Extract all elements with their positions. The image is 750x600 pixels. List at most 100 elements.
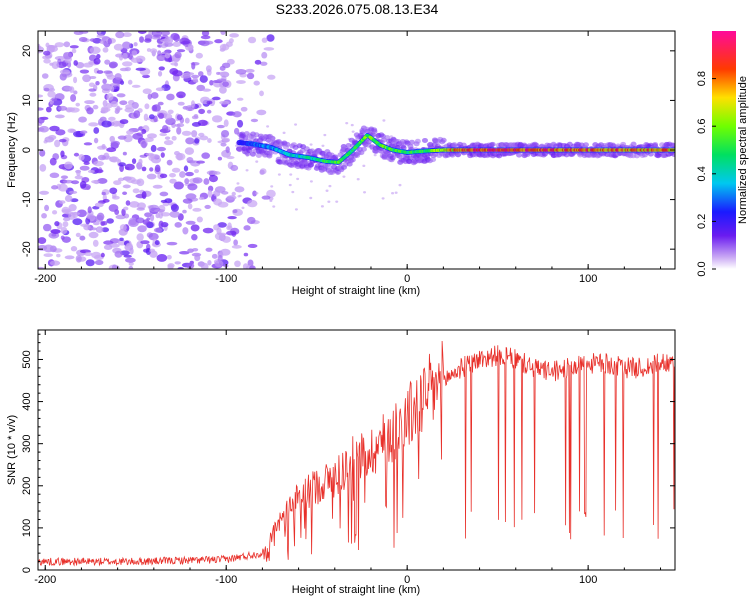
noise-speckle bbox=[226, 230, 237, 236]
noise-speckle bbox=[144, 103, 150, 110]
noise-speckle bbox=[180, 73, 191, 79]
noise-speckle bbox=[166, 254, 172, 260]
noise-speckle bbox=[128, 265, 134, 269]
noise-speckle bbox=[95, 80, 100, 86]
noise-speckle bbox=[60, 175, 69, 180]
noise-speckle bbox=[73, 90, 78, 95]
noise-speckle bbox=[78, 37, 88, 42]
noise-speckle bbox=[204, 204, 211, 209]
noise-speckle bbox=[125, 176, 136, 183]
noise-speckle bbox=[207, 260, 212, 266]
noise-speckle bbox=[288, 183, 292, 187]
noise-speckle bbox=[232, 209, 238, 214]
ridge-halo bbox=[239, 131, 246, 137]
ridge-halo bbox=[455, 152, 462, 158]
x-tick-label: -200 bbox=[34, 574, 56, 586]
x-tick-label: -200 bbox=[34, 273, 56, 285]
x-tick-label: 100 bbox=[579, 574, 597, 586]
noise-speckle bbox=[135, 55, 146, 63]
colorbar-label: Normalized spectral amplitude bbox=[737, 76, 749, 224]
noise-speckle bbox=[209, 79, 214, 86]
noise-speckle bbox=[201, 31, 210, 37]
noise-speckle bbox=[104, 59, 111, 65]
noise-speckle bbox=[163, 139, 174, 146]
noise-speckle bbox=[122, 184, 131, 189]
noise-speckle bbox=[89, 75, 97, 80]
noise-speckle bbox=[117, 177, 125, 182]
noise-speckle bbox=[266, 34, 275, 42]
ridge-halo bbox=[267, 150, 274, 156]
figure-title: S233.2026.075.08.13.E34 bbox=[276, 1, 439, 17]
noise-speckle bbox=[171, 70, 183, 77]
snr-series bbox=[38, 340, 675, 567]
noise-speckle bbox=[75, 62, 85, 69]
snr-x-axis-label: Height of straight line (km) bbox=[292, 584, 420, 596]
noise-speckle bbox=[220, 129, 230, 138]
noise-speckle bbox=[170, 62, 178, 66]
noise-speckle bbox=[118, 228, 128, 236]
noise-speckle bbox=[96, 212, 105, 221]
noise-speckle bbox=[184, 147, 195, 155]
noise-speckle bbox=[230, 164, 239, 172]
noise-speckle bbox=[38, 107, 44, 111]
noise-speckle bbox=[227, 222, 232, 229]
noise-speckle bbox=[158, 211, 164, 219]
noise-speckle bbox=[169, 178, 177, 184]
noise-speckle bbox=[200, 35, 211, 40]
spectrogram-x-ticks: -200 -100 0 100 bbox=[34, 31, 662, 285]
ridge-halo bbox=[440, 137, 447, 143]
noise-speckle bbox=[269, 199, 273, 203]
colorbar-tick-label: 0.6 bbox=[696, 119, 708, 134]
noise-speckle bbox=[222, 137, 230, 143]
noise-speckle bbox=[82, 74, 92, 83]
noise-speckle bbox=[255, 160, 259, 163]
noise-speckle bbox=[106, 74, 116, 80]
noise-speckle bbox=[39, 164, 47, 172]
noise-speckle bbox=[131, 84, 141, 88]
noise-speckle bbox=[93, 127, 100, 134]
colorbar-tick-label: 0.2 bbox=[696, 214, 708, 229]
noise-speckle bbox=[174, 51, 182, 59]
noise-speckle bbox=[127, 79, 133, 85]
noise-speckle bbox=[335, 200, 339, 203]
noise-speckle bbox=[128, 52, 133, 60]
noise-speckle bbox=[89, 38, 97, 42]
noise-speckle bbox=[164, 52, 171, 59]
noise-speckle bbox=[217, 222, 227, 228]
noise-speckle bbox=[115, 31, 125, 39]
noise-speckle bbox=[43, 58, 51, 64]
noise-speckle bbox=[246, 72, 255, 80]
noise-speckle bbox=[140, 240, 150, 245]
noise-speckle bbox=[109, 135, 115, 143]
noise-speckle bbox=[160, 212, 171, 217]
y-tick-label: 200 bbox=[21, 477, 33, 495]
noise-speckle bbox=[191, 130, 198, 138]
spectrogram-x-axis-label: Height of straight line (km) bbox=[292, 285, 420, 297]
noise-speckle bbox=[54, 139, 61, 148]
noise-speckle bbox=[187, 43, 194, 51]
noise-speckle bbox=[84, 100, 95, 105]
noise-speckle bbox=[192, 207, 202, 212]
noise-speckle bbox=[252, 190, 257, 197]
noise-speckle bbox=[294, 208, 298, 211]
noise-speckle bbox=[97, 154, 106, 161]
noise-speckle bbox=[101, 144, 106, 149]
noise-speckle bbox=[106, 93, 114, 101]
noise-speckle bbox=[123, 254, 132, 258]
noise-speckle bbox=[157, 70, 163, 77]
noise-speckle bbox=[101, 120, 112, 128]
noise-speckle bbox=[103, 70, 113, 74]
snr-panel: -200 -100 0 100 0 100 200 300 400 500 Height of … bbox=[6, 329, 676, 596]
noise-speckle bbox=[144, 38, 152, 43]
noise-speckle bbox=[176, 126, 182, 135]
noise-speckle bbox=[154, 240, 160, 246]
noise-speckle bbox=[79, 235, 86, 241]
noise-speckle bbox=[59, 72, 67, 81]
noise-speckle bbox=[125, 200, 131, 206]
ridge-halo bbox=[255, 152, 262, 158]
noise-speckle bbox=[155, 87, 165, 92]
noise-speckle bbox=[153, 227, 163, 233]
noise-speckle bbox=[47, 44, 58, 49]
noise-speckle bbox=[198, 108, 206, 115]
noise-speckle bbox=[309, 143, 313, 146]
